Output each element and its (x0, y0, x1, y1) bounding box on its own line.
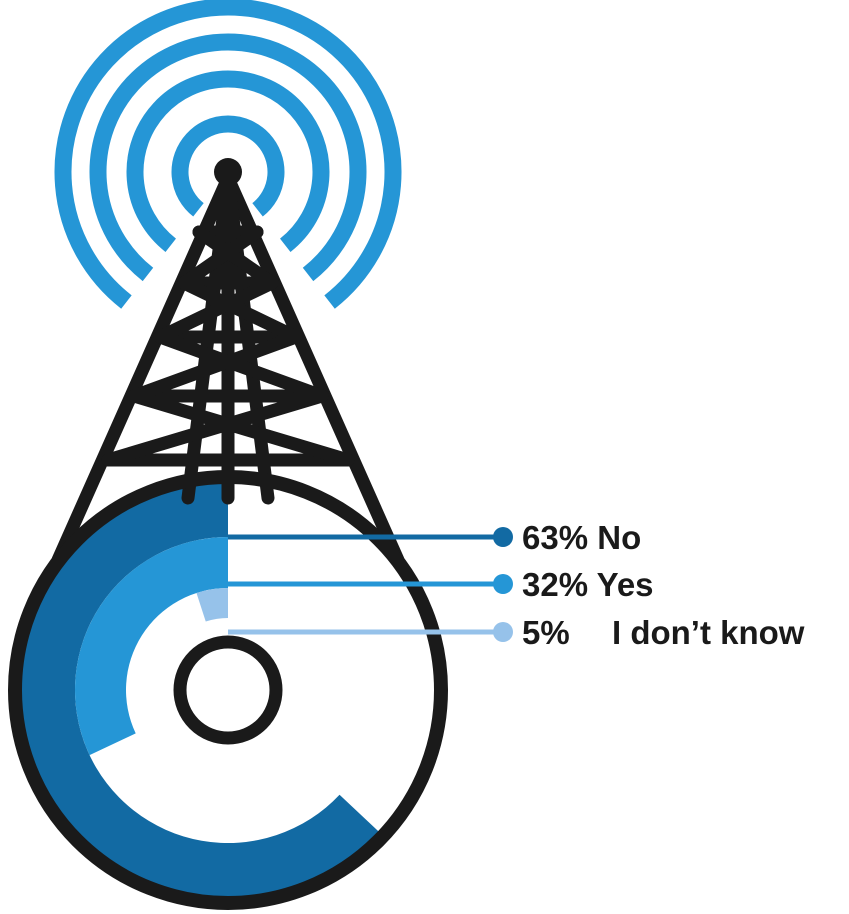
arc-dont-know (196, 588, 228, 622)
legend-item-dont-know: 5% I don’t know (228, 614, 805, 651)
signal-waves-icon (54, 0, 402, 309)
tower-base-ring (8, 470, 448, 910)
legend-item-no: 63% No (228, 519, 641, 556)
signal-wave-3 (89, 33, 367, 282)
tower-tip (214, 158, 242, 186)
signal-wave-1 (171, 115, 285, 217)
tower-leg-left (51, 171, 235, 567)
legend: 63% No 32% Yes 5% I don’t know (228, 519, 805, 651)
legend-dot-no (493, 527, 513, 547)
legend-label-no: 63% No (522, 519, 641, 556)
signal-wave-4 (54, 0, 402, 309)
legend-dot-yes (493, 574, 513, 594)
legend-label-dont-know: 5% I don’t know (522, 614, 805, 651)
radio-tower-icon (51, 158, 405, 567)
radial-bars (20, 483, 379, 897)
arc-no (20, 483, 379, 897)
tower-leg-right (221, 171, 405, 567)
arc-yes (74, 537, 228, 756)
legend-label-yes: 32% Yes (522, 566, 654, 603)
legend-item-yes: 32% Yes (228, 566, 654, 603)
signal-wave-2 (126, 70, 330, 252)
legend-dot-dont-know (493, 622, 513, 642)
tower-hub-ring (173, 635, 283, 745)
tower-bracing (101, 225, 355, 467)
tower-crossbars (101, 225, 355, 467)
